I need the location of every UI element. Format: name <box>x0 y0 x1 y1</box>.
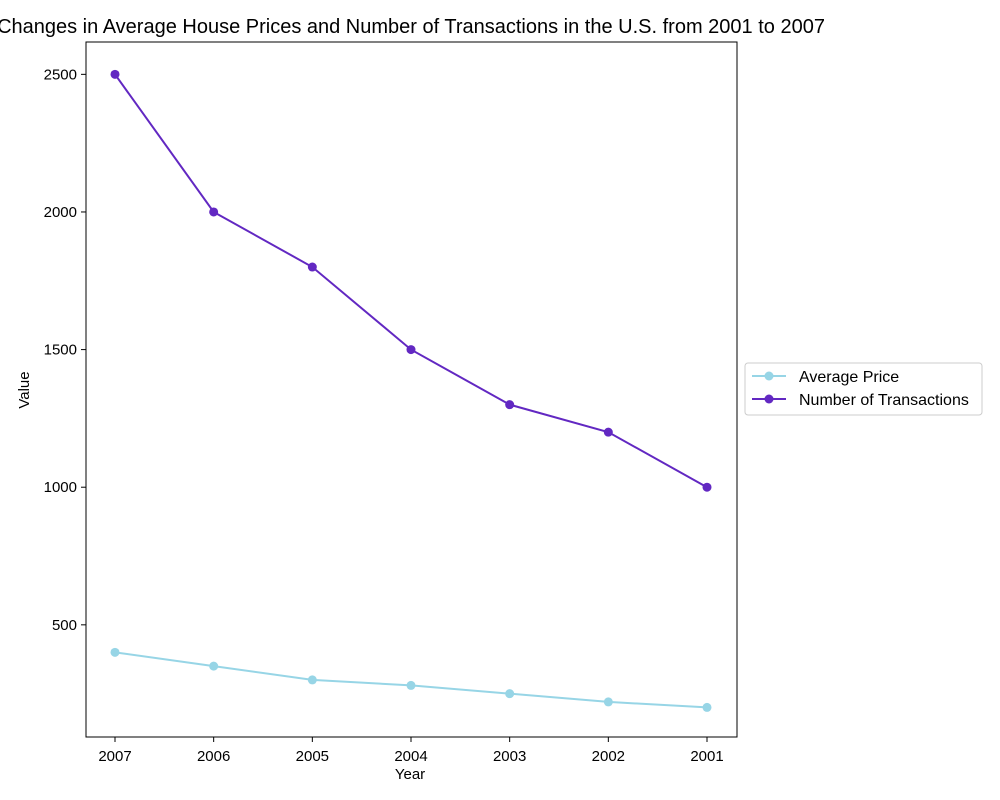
series-number-of-transactions <box>110 69 712 492</box>
data-point <box>505 400 515 410</box>
data-point <box>702 482 712 492</box>
y-tick-label: 1500 <box>44 342 77 359</box>
x-tick-label: 2001 <box>690 748 723 765</box>
x-tick-label: 2007 <box>98 748 131 765</box>
y-tick-label: 2500 <box>44 66 77 83</box>
x-tick-label: 2004 <box>394 748 427 765</box>
x-axis-label: Year <box>395 766 425 783</box>
legend-marker <box>764 371 774 381</box>
series-line <box>114 651 708 709</box>
y-axis: 500 1000 1500 2000 2500 <box>44 66 86 634</box>
legend-label: Average Price <box>799 369 899 386</box>
data-point <box>307 675 317 685</box>
data-point <box>505 689 515 699</box>
legend-marker <box>764 394 774 404</box>
legend-label: Number of Transactions <box>799 392 969 409</box>
data-point <box>603 427 613 437</box>
chart-title: Changes in Average House Prices and Numb… <box>0 16 825 38</box>
x-axis: 2007 2006 2005 2004 2003 2002 2001 <box>98 737 724 765</box>
data-point <box>702 702 712 712</box>
y-axis-label: Value <box>16 371 33 408</box>
x-tick-label: 2003 <box>493 748 526 765</box>
series-average-price <box>110 647 712 712</box>
x-tick-label: 2002 <box>592 748 625 765</box>
data-point <box>603 697 613 707</box>
plot-area <box>85 41 738 738</box>
data-point <box>209 661 219 671</box>
data-point <box>110 647 120 657</box>
series-layer <box>110 69 712 712</box>
legend-item: Average Price <box>752 369 899 386</box>
data-point <box>110 69 120 79</box>
y-tick-label: 1000 <box>44 479 77 496</box>
data-point <box>307 262 317 272</box>
legend-item: Number of Transactions <box>752 392 969 409</box>
y-tick-label: 500 <box>52 617 77 634</box>
data-point <box>406 680 416 690</box>
y-tick-label: 2000 <box>44 204 77 221</box>
legend-box <box>744 362 983 416</box>
data-point <box>406 345 416 355</box>
legend: Average Price Number of Transactions <box>744 362 983 416</box>
x-tick-label: 2006 <box>197 748 230 765</box>
x-tick-label: 2005 <box>296 748 329 765</box>
data-point <box>209 207 219 217</box>
series-line <box>114 73 708 489</box>
